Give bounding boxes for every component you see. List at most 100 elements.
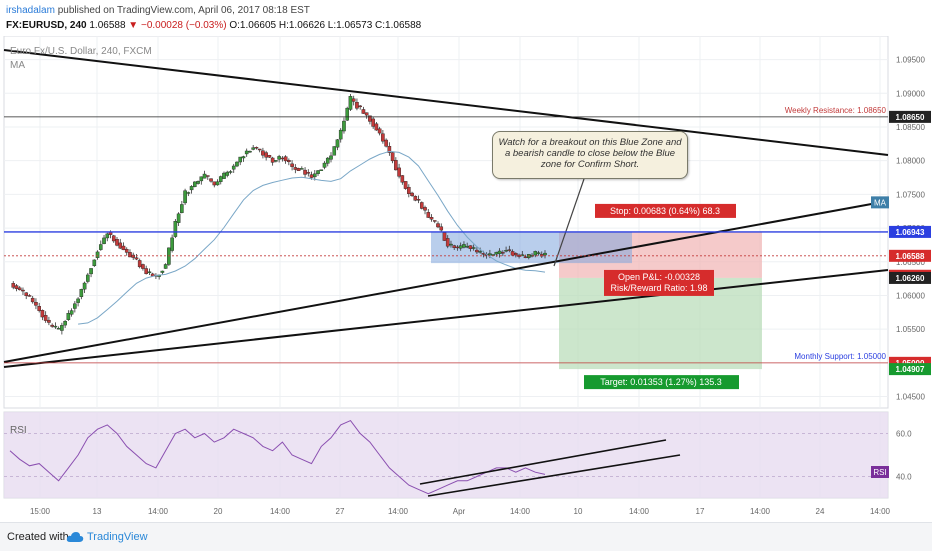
candle-body [491,254,495,256]
candle-body [462,244,466,248]
candle-body [63,321,67,326]
candle-body [189,186,194,191]
candle-body [95,251,100,258]
time-tick-label: 14:00 [270,507,291,516]
candle-body [115,239,119,246]
instrument-legend: Euro Fx/U.S. Dollar, 240, FXCM [10,46,152,57]
rsi-channel-lower [427,454,681,497]
candle-body [309,174,314,178]
candle-body [504,250,508,252]
candle-body [21,289,25,292]
candle-body [264,152,268,158]
candle-body [423,207,427,211]
candle-body [514,253,518,256]
annotation-note[interactable]: Watch for a breakout on this Blue Zone a… [492,131,688,179]
candle-body [429,217,434,220]
candle-body [342,120,346,132]
symbol-label: FX:EURUSD, 240 [6,20,87,31]
trendlines[interactable] [3,49,889,368]
candle-body [283,156,288,162]
candle-body [501,252,505,254]
candle-body [455,246,460,249]
candle-body [543,252,547,256]
price-tag[interactable]: 1.08650 [896,113,925,122]
candle-body [277,156,281,160]
blue-zone [431,232,632,264]
tradingview-brand[interactable]: TradingView [87,531,148,543]
candle-body [478,251,482,253]
candle-body [241,156,246,159]
candle-body [141,264,145,269]
candle-body [254,146,259,149]
candle-body [257,148,262,151]
price-axis[interactable]: 1.095001.090001.085001.080001.075001.070… [871,56,931,402]
candle-body [419,202,424,209]
candle-body [471,247,476,249]
candle-body [137,260,142,268]
descending-trendline[interactable] [3,49,889,156]
candle-body [442,232,447,241]
price-tag[interactable]: 1.06943 [896,228,925,237]
candle-body [300,168,304,170]
candle-body [536,252,541,254]
candle-body [335,139,340,148]
candle-body [400,175,405,183]
candle-body [303,169,307,175]
candle-body [523,256,528,259]
time-tick-label: 10 [574,507,583,516]
candle-body [403,181,408,189]
candle-body [287,160,291,163]
candle-body [325,157,330,164]
candle-body [413,195,418,201]
price-tag[interactable]: 1.06588 [896,252,925,261]
price-chart[interactable]: Weekly Resistance: 1.08650 Monthly Suppor… [0,36,932,522]
level-label: Monthly Support: 1.05000 [794,352,886,361]
candle-body [351,98,356,102]
rsi-tick-label: 40.0 [896,473,912,482]
candle-body [79,289,84,298]
author-link[interactable]: irshadalam [6,5,55,16]
candle-body [407,186,411,194]
rsi-channel-upper [419,439,667,485]
ascending-trendline-shallow[interactable] [3,269,889,368]
candle-body [261,150,265,156]
candle-body [361,109,366,114]
candle-body [43,315,48,321]
time-axis[interactable]: 15:00 13 14:00 20 14:00 27 14:00 Apr 14:00 10 14:0… [30,507,891,516]
candle-body [47,319,51,323]
price-tick-label: 1.08500 [896,123,925,132]
candle-body [244,150,249,155]
pnl-label-bg [604,269,714,296]
time-tick-label: 14:00 [148,507,169,516]
candle-body [186,192,191,194]
candle-body [394,160,398,171]
candle-body [449,243,453,246]
rsi-legend: RSI [10,425,27,436]
time-tick-label: 14:00 [388,507,409,516]
candle-body [248,150,252,153]
footer-bar: Created with TradingView [0,522,932,551]
created-with-label: Created with [7,531,69,543]
ma-legend: MA [10,60,25,71]
candle-body [355,102,359,109]
candle-body [452,245,457,248]
candle-body [510,251,515,256]
candle-body [332,146,337,156]
last-price: 1.06588 [89,20,126,31]
candle-body [121,245,126,251]
candle-body [180,204,184,213]
chart-header: irshadalam published on TradingView.com,… [4,0,928,36]
candle-body [222,172,226,179]
candle-body [173,221,178,237]
candle-body [69,310,74,315]
price-tag[interactable]: 1.04907 [896,365,925,374]
price-tick-label: 1.04500 [896,393,925,402]
time-tick-label: 13 [93,507,102,516]
candle-body [111,235,116,242]
candle-body [280,157,285,160]
price-tag-bg [889,249,931,262]
ascending-trendline-steep[interactable] [3,200,889,363]
candle-body [468,245,473,249]
candle-body [205,175,210,177]
price-tag[interactable]: 1.06260 [896,274,925,283]
